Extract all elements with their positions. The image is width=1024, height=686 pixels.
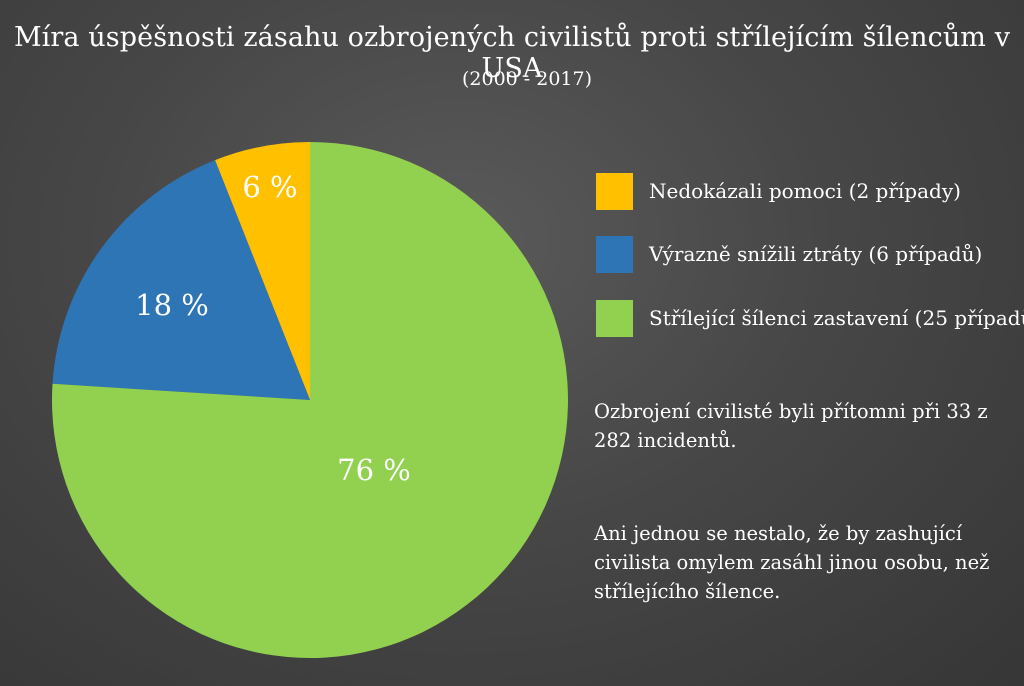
pie-slice-stopped (52, 142, 569, 658)
pie-slice-failed (215, 142, 310, 400)
legend-swatch-stopped (596, 300, 633, 337)
chart-title: Míra úspěšnosti zásahu ozbrojených civil… (13, 22, 1011, 84)
chart-subtitle: (2000 - 2017) (461, 68, 593, 90)
note-presence: Ozbrojení civilisté byli přítomni při 33… (594, 400, 988, 452)
pie-label-reduced: 18 % (135, 288, 209, 322)
legend-swatch-reduced (596, 236, 633, 273)
legend-label-reduced: Výrazně snížili ztráty (6 případů) (649, 242, 983, 266)
pie-slice-reduced (52, 160, 310, 400)
note-no-mistakes: Ani jednou se nestalo, že by zashující c… (594, 522, 990, 603)
pie-label-stopped: 76 % (337, 453, 411, 487)
legend-swatch-failed (596, 173, 633, 210)
legend-label-failed: Nedokázali pomoci (2 případy) (649, 179, 961, 203)
legend-label-stopped: Střílející šílenci zastavení (25 případů… (649, 306, 1024, 330)
pie-label-failed: 6 % (242, 170, 297, 204)
pie-chart: 6 % 18 % 76 % (52, 142, 569, 658)
